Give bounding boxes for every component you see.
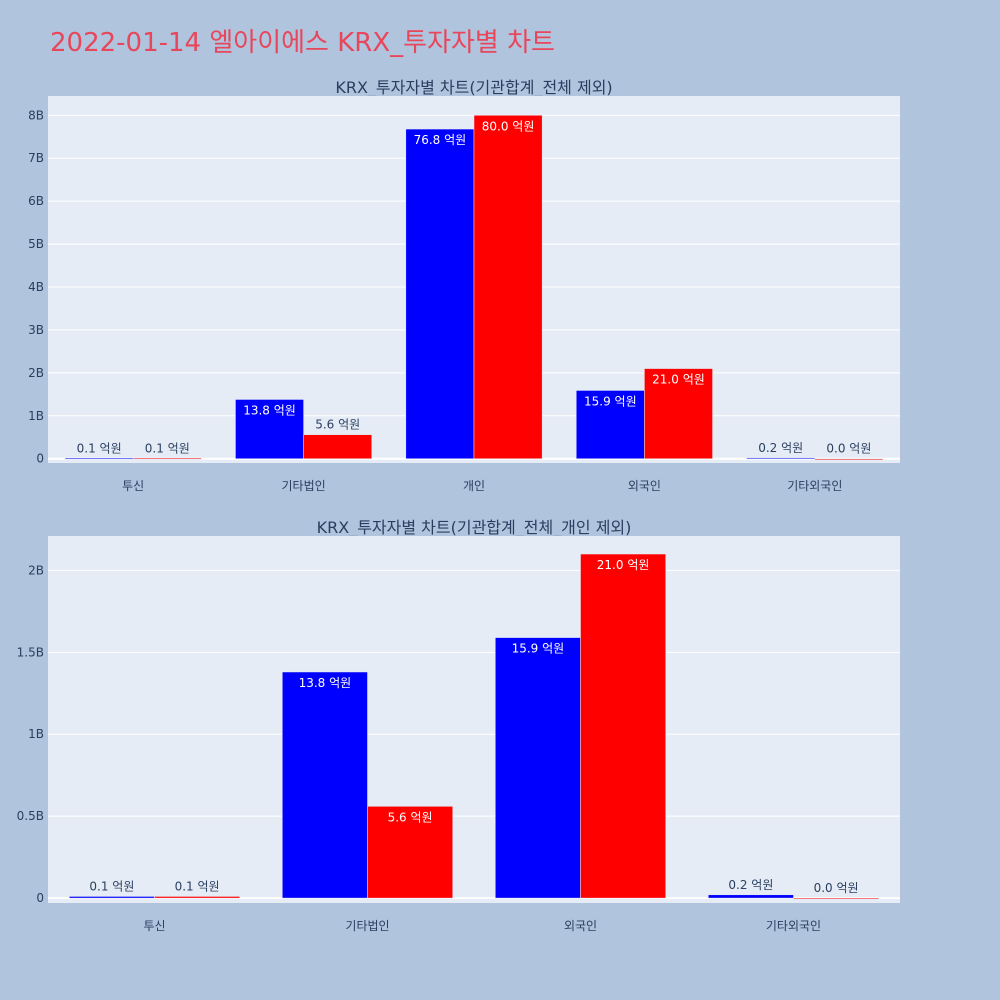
bar xyxy=(793,897,879,900)
data-label: 21.0 억원 xyxy=(597,558,650,572)
data-label: 0.0 억원 xyxy=(814,881,859,895)
data-label: 5.6 억원 xyxy=(388,810,433,824)
data-label: 13.8 억원 xyxy=(299,676,352,690)
y-tick-label: 8B xyxy=(28,108,44,122)
chart-subtitle: KRX_투자자별 차트(기관합계_전체_개인 제외) xyxy=(317,518,632,538)
y-tick-label: 2B xyxy=(28,563,44,577)
data-label: 15.9 억원 xyxy=(512,642,565,656)
y-tick-label: 5B xyxy=(28,237,44,251)
x-tick-label: 개인 xyxy=(463,479,485,493)
y-tick-label: 1B xyxy=(28,727,44,741)
bar xyxy=(69,896,155,899)
data-label: 5.6 억원 xyxy=(315,418,360,432)
bar xyxy=(708,894,794,899)
bar xyxy=(495,637,581,899)
x-tick-label: 기타외국인 xyxy=(766,919,821,933)
plot-area xyxy=(48,536,900,903)
data-label: 0.1 억원 xyxy=(175,879,220,893)
bar xyxy=(367,806,453,899)
data-label: 80.0 억원 xyxy=(482,119,535,133)
data-label: 0.2 억원 xyxy=(728,878,773,892)
x-tick-label: 투신 xyxy=(143,919,165,933)
data-label: 13.8 억원 xyxy=(243,403,296,417)
y-tick-label: 0.5B xyxy=(17,809,44,823)
y-tick-label: 1B xyxy=(28,409,44,423)
x-tick-label: 기타법인 xyxy=(345,919,389,933)
x-tick-label: 외국인 xyxy=(628,479,661,493)
data-label: 0.1 억원 xyxy=(89,879,134,893)
page-title: 2022-01-14 엘아이에스 KRX_투자자별 차트 xyxy=(50,28,555,58)
x-tick-label: 기타법인 xyxy=(282,479,326,493)
bar xyxy=(282,671,368,899)
bar xyxy=(644,368,713,459)
y-tick-label: 1.5B xyxy=(17,645,44,659)
bar xyxy=(580,553,666,899)
bar xyxy=(235,399,304,459)
y-tick-label: 4B xyxy=(28,280,44,294)
bar xyxy=(575,390,645,459)
y-tick-label: 0 xyxy=(36,891,44,905)
bar xyxy=(154,896,240,899)
data-label: 0.1 억원 xyxy=(77,441,122,455)
bar xyxy=(473,115,543,459)
y-tick-label: 0 xyxy=(36,452,44,466)
bar xyxy=(814,458,884,460)
y-tick-label: 7B xyxy=(28,151,44,165)
data-label: 0.1 억원 xyxy=(145,441,190,455)
bar xyxy=(746,457,816,460)
y-tick-label: 6B xyxy=(28,194,44,208)
x-tick-label: 기타외국인 xyxy=(787,479,842,493)
y-tick-label: 2B xyxy=(28,366,44,380)
data-label: 15.9 억원 xyxy=(584,394,637,408)
x-tick-label: 투신 xyxy=(122,479,144,493)
bar xyxy=(132,458,202,460)
data-label: 76.8 억원 xyxy=(414,133,467,147)
x-tick-label: 외국인 xyxy=(564,919,597,933)
chart-subtitle: KRX_투자자별 차트(기관합계_전체 제외) xyxy=(335,78,612,98)
data-label: 0.0 억원 xyxy=(826,442,871,456)
bar-chart-top: KRX_투자자별 차트(기관합계_전체 제외) 0 1B 2B 3B 4B 5B 6B 7B 8B… xyxy=(28,78,900,493)
bar xyxy=(405,128,475,459)
data-label: 21.0 억원 xyxy=(652,373,705,387)
data-label: 0.2 억원 xyxy=(758,441,803,455)
y-tick-label: 3B xyxy=(28,323,44,337)
bar xyxy=(303,434,373,459)
